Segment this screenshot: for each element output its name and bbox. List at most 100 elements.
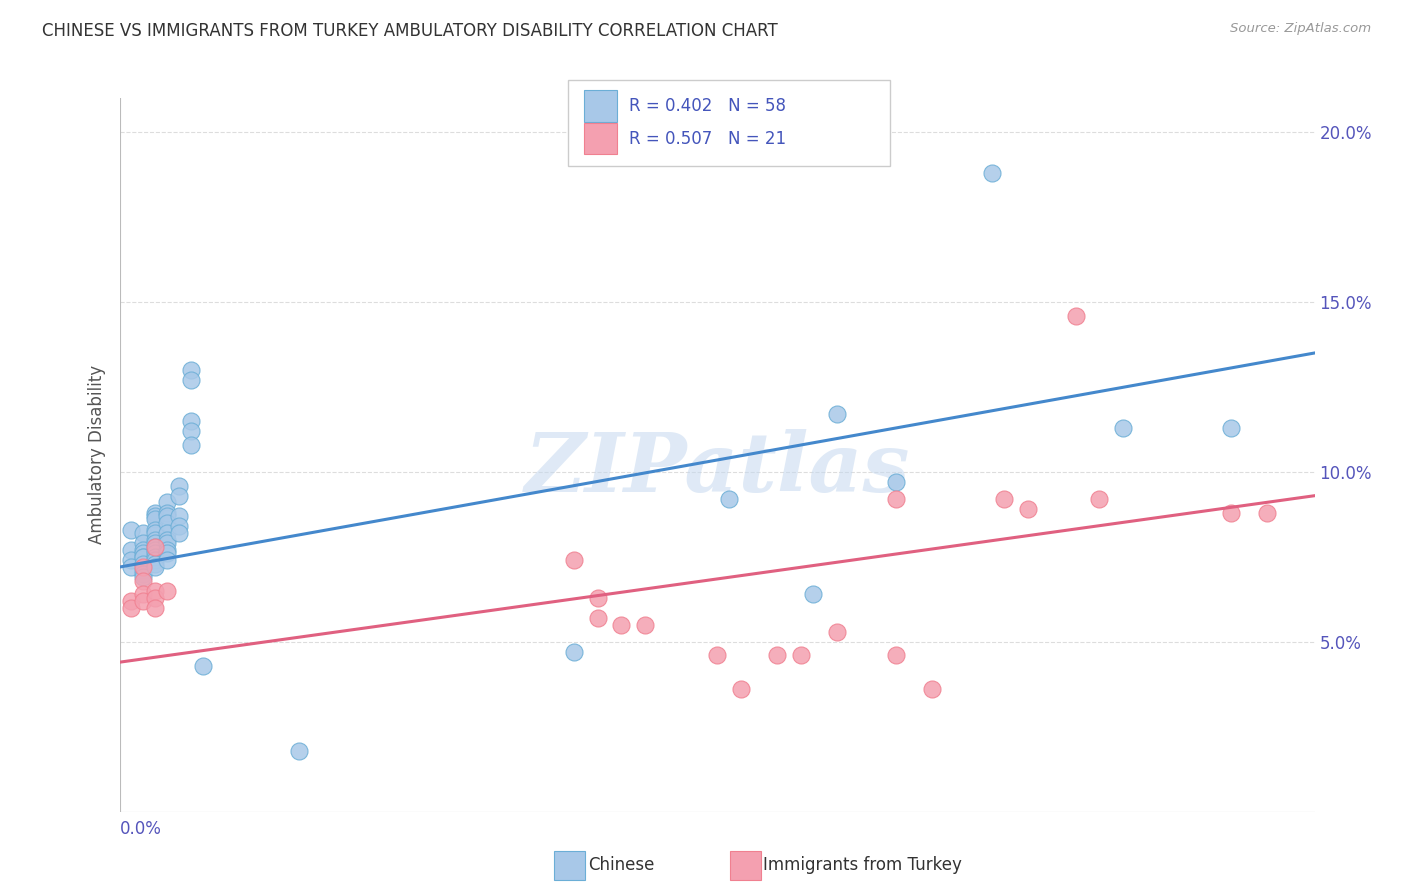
Point [169,519,191,533]
Point [169,489,191,503]
Point [156,516,179,530]
FancyBboxPatch shape [568,80,890,166]
Point [1088,492,1111,507]
Point [145,540,166,554]
Point [121,523,143,537]
Point [145,553,166,567]
Point [586,591,609,605]
Point [156,553,179,567]
Point [145,540,166,554]
Point [586,611,609,625]
Point [145,543,166,558]
Point [121,560,143,574]
Point [180,424,202,438]
Point [886,475,908,489]
Point [145,591,166,605]
Point [180,438,202,452]
FancyBboxPatch shape [585,123,617,154]
Point [562,553,585,567]
Point [562,645,585,659]
Point [730,682,752,697]
Point [132,566,155,581]
Point [634,617,657,632]
Point [145,600,166,615]
Point [145,506,166,520]
Point [145,533,166,547]
Point [825,624,848,639]
Point [1220,421,1243,435]
Point [145,509,166,524]
Text: ZIPatlas: ZIPatlas [524,429,910,509]
Point [825,407,848,421]
Point [169,509,191,524]
Point [132,587,155,601]
Point [132,574,155,588]
Point [121,600,143,615]
Y-axis label: Ambulatory Disability: Ambulatory Disability [87,366,105,544]
Point [610,617,633,632]
Point [145,512,166,526]
FancyBboxPatch shape [585,90,617,121]
Text: Chinese: Chinese [588,856,654,874]
Point [145,560,166,574]
Point [886,648,908,663]
Point [121,543,143,558]
Point [1112,421,1135,435]
Point [132,543,155,558]
Point [145,536,166,550]
Text: CHINESE VS IMMIGRANTS FROM TURKEY AMBULATORY DISABILITY CORRELATION CHART: CHINESE VS IMMIGRANTS FROM TURKEY AMBULA… [42,22,778,40]
Point [132,594,155,608]
Point [156,546,179,560]
Point [132,536,155,550]
Text: Source: ZipAtlas.com: Source: ZipAtlas.com [1230,22,1371,36]
Point [180,363,202,377]
Point [156,583,179,598]
Point [132,560,155,574]
Point [993,492,1015,507]
Point [1064,309,1087,323]
Point [132,549,155,564]
Point [145,546,166,560]
Text: 0.0%: 0.0% [120,821,162,838]
Point [287,743,309,757]
Point [156,536,179,550]
Text: Immigrants from Turkey: Immigrants from Turkey [763,856,962,874]
Point [145,549,166,564]
Point [801,587,824,601]
Point [180,414,202,428]
Point [145,523,166,537]
Point [717,492,740,507]
Point [886,492,908,507]
Text: R = 0.507   N = 21: R = 0.507 N = 21 [628,130,786,148]
Point [1256,506,1278,520]
Point [921,682,943,697]
Point [156,495,179,509]
Point [790,648,813,663]
Point [169,478,191,492]
Point [132,570,155,584]
Point [169,526,191,541]
Point [981,166,1004,180]
Point [132,557,155,571]
Point [132,564,155,578]
Point [145,557,166,571]
Point [156,506,179,520]
Point [132,549,155,564]
Point [132,526,155,541]
Point [132,546,155,560]
Point [765,648,787,663]
Point [145,526,166,541]
Point [156,533,179,547]
Point [121,594,143,608]
Point [121,553,143,567]
Point [156,509,179,524]
Point [706,648,728,663]
Point [1017,502,1039,516]
Point [145,583,166,598]
Point [156,543,179,558]
Point [1220,506,1243,520]
Text: R = 0.402   N = 58: R = 0.402 N = 58 [628,97,786,115]
Point [191,658,215,673]
Point [180,373,202,387]
Point [156,526,179,541]
